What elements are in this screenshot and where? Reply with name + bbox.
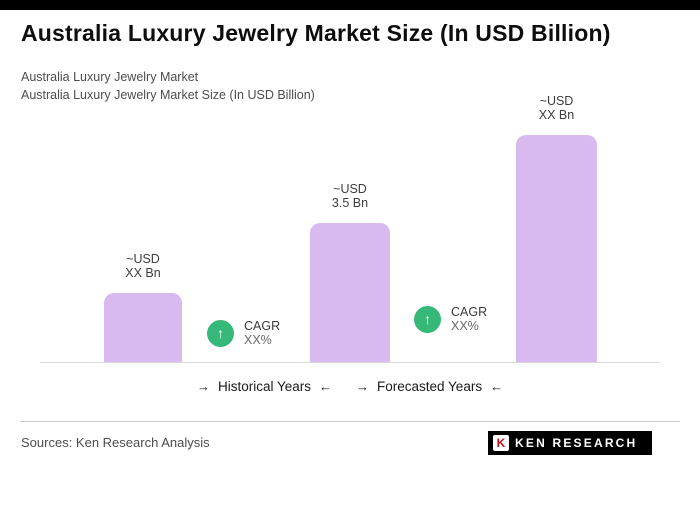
ken-research-k-icon: K <box>493 435 509 451</box>
arrow-right-icon: → <box>356 379 369 394</box>
bar-forecast <box>516 135 597 363</box>
chart-subtitle-market: Australia Luxury Jewelry Market <box>21 70 199 84</box>
page-title: Australia Luxury Jewelry Market Size (In… <box>21 20 611 46</box>
bar-value-line1: ~USD <box>126 252 160 266</box>
bar-value-label: ~USD XX Bn <box>125 252 160 280</box>
growth-up-arrow-icon: ↑ <box>414 305 441 333</box>
period-label-text: Forecasted Years <box>377 379 483 394</box>
bar-value-line2: 3.5 Bn <box>331 196 369 210</box>
bar-value-line1: ~USD <box>333 182 367 196</box>
footer-divider <box>20 421 680 422</box>
chart-subtitle-size: Australia Luxury Jewelry Market Size (In… <box>21 88 315 102</box>
arrow-left-icon: ← <box>490 379 504 394</box>
bar-value-label: ~USD 3.5 Bn <box>332 182 368 210</box>
cagr-label: CAGR <box>244 319 281 333</box>
bar-value-label: ~USD XX Bn <box>539 94 574 122</box>
period-label-text: Historical Years <box>218 379 312 394</box>
bar-base <box>310 223 390 363</box>
arrow-right-icon: → <box>197 379 210 394</box>
bar-group-base: ~USD 3.5 Bn <box>310 182 390 363</box>
arrow-left-icon: ← <box>319 379 333 394</box>
bar-group-historical: ~USD XX Bn <box>104 252 182 363</box>
cagr-label: CAGR <box>451 305 488 319</box>
bar-value-line2: XX Bn <box>125 266 161 280</box>
period-label-forecasted: → Forecasted Years ← <box>356 379 503 394</box>
period-label-historical: → Historical Years ← <box>197 379 332 394</box>
cagr-value: XX% <box>451 319 479 333</box>
bar-value-line2: XX Bn <box>538 108 575 122</box>
top-accent-bar <box>0 0 700 10</box>
sources-text: Sources: Ken Research Analysis <box>21 435 210 450</box>
bar-historical <box>104 293 182 363</box>
cagr-text: CAGR XX% <box>451 305 487 333</box>
bar-group-forecast: ~USD XX Bn <box>516 94 597 363</box>
ken-research-logo: K KEN RESEARCH <box>488 431 652 455</box>
growth-up-arrow-icon: ↑ <box>207 319 234 347</box>
cagr-badge-historical: ↑ CAGR XX% <box>207 319 280 347</box>
ken-research-logo-text: KEN RESEARCH <box>515 436 638 450</box>
bar-value-line1: ~USD <box>539 94 574 108</box>
cagr-badge-forecast: ↑ CAGR XX% <box>414 305 487 333</box>
cagr-text: CAGR XX% <box>244 319 280 347</box>
cagr-value: XX% <box>244 333 272 347</box>
chart-baseline <box>40 362 660 363</box>
